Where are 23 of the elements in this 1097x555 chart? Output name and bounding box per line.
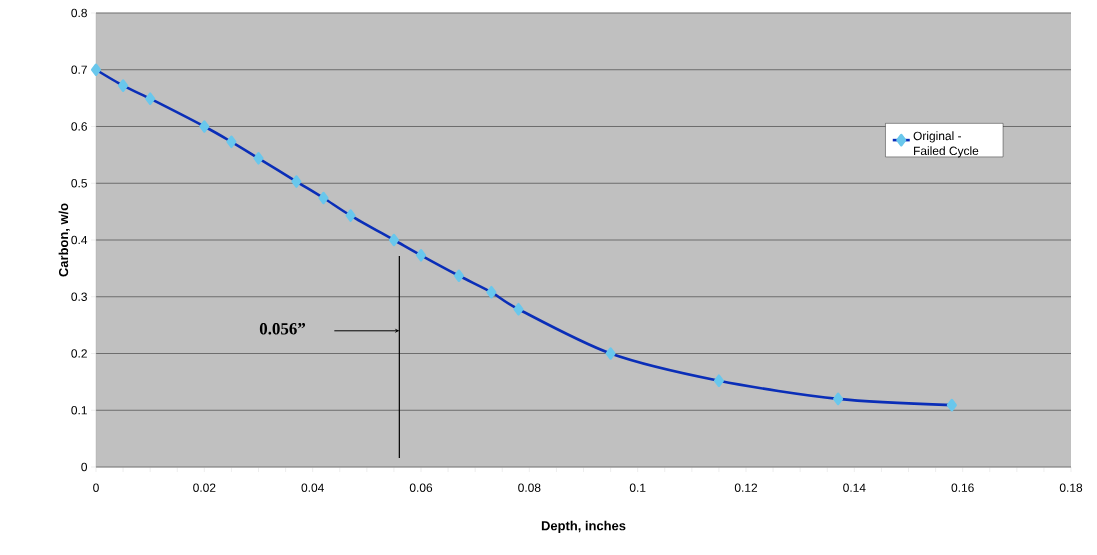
y-tick-label: 0.4: [71, 235, 88, 245]
x-tick-label: 0.12: [734, 483, 758, 492]
x-axis-title: Depth, inches: [541, 520, 626, 533]
y-tick-label: 0.8: [71, 8, 87, 18]
x-tick-label: 0.14: [843, 483, 866, 492]
y-tick-label: 0.2: [71, 349, 87, 358]
x-tick-label: 0: [93, 483, 99, 492]
x-tick-label: 0.1: [629, 483, 646, 492]
x-tick-label: 0.04: [301, 483, 324, 492]
y-tick-label: 0.1: [71, 406, 87, 415]
y-axis-title: Carbon, w/o: [58, 203, 71, 277]
x-tick-label: 0.16: [951, 483, 974, 492]
y-tick-label: 0: [81, 462, 88, 472]
x-tick-label: 0.18: [1059, 483, 1083, 492]
y-tick-label: 0.3: [71, 292, 87, 301]
legend-label: Original - Failed Cycle: [913, 131, 979, 158]
x-tick-label: 0.08: [518, 483, 541, 492]
y-tick-label: 0.6: [71, 122, 87, 131]
y-tick-label: 0.5: [71, 179, 87, 188]
y-tick-label: 0.7: [71, 65, 87, 74]
x-tick-label: 0.06: [409, 483, 433, 492]
x-tick-label: 0.02: [193, 483, 216, 492]
ref-line-label: 0.056”: [259, 323, 306, 335]
